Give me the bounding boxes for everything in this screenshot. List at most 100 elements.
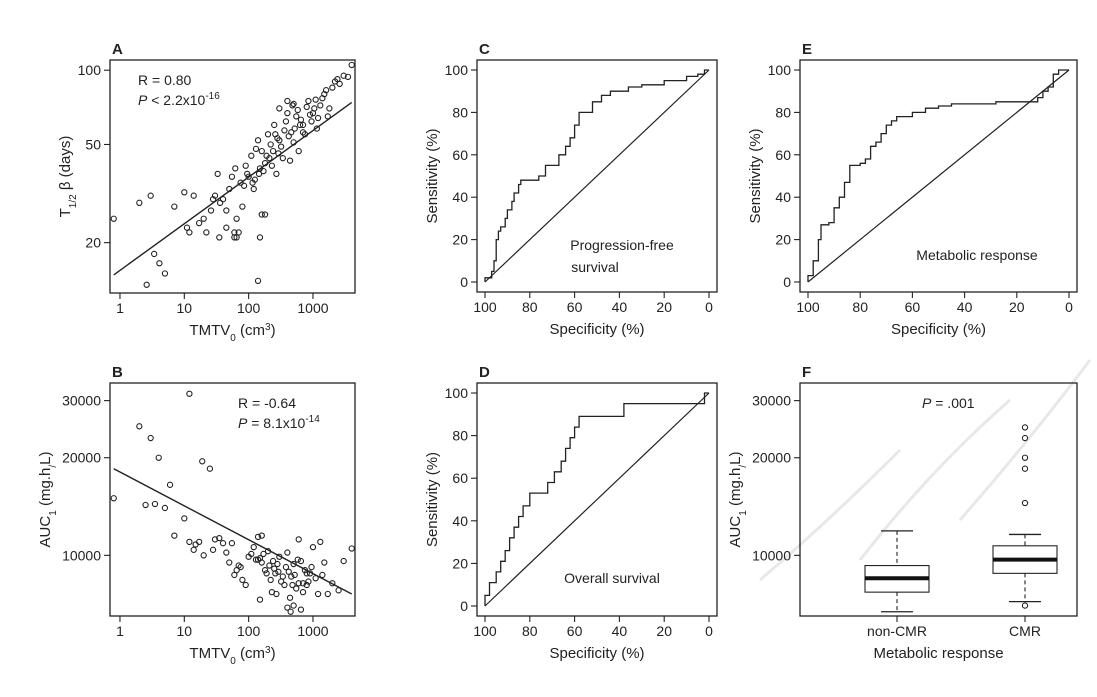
annotation-text: P < 2.2x10-16 — [138, 91, 220, 108]
y-tick-label: 20 — [452, 555, 468, 571]
data-point — [279, 155, 286, 162]
data-point — [206, 465, 214, 472]
y-tick-label: 0 — [783, 274, 791, 290]
annotation-text: P = .001 — [922, 395, 975, 411]
y-tick-label: 80 — [775, 104, 791, 120]
y-tick-label: 20000 — [62, 450, 101, 466]
data-point — [252, 556, 260, 563]
panel-letter: A — [112, 41, 123, 58]
data-point — [211, 192, 219, 199]
y-axis-label: Sensitivity (%) — [424, 128, 441, 223]
panel-letter: E — [802, 41, 812, 58]
y-tick-label: 40 — [775, 189, 791, 205]
data-point — [299, 121, 307, 129]
data-point — [242, 581, 249, 589]
data-point — [284, 549, 291, 556]
data-point — [200, 552, 207, 559]
data-point — [277, 143, 285, 150]
y-tick-label: 100 — [445, 62, 469, 78]
data-point — [195, 538, 203, 546]
data-point — [258, 211, 265, 218]
data-point — [258, 532, 265, 539]
data-point — [266, 562, 273, 569]
data-point — [254, 533, 262, 541]
data-point — [228, 540, 236, 547]
data-point — [223, 549, 230, 556]
x-tick-label: 1000 — [297, 623, 328, 639]
data-point — [313, 125, 321, 132]
x-tick-label: CMR — [1009, 623, 1041, 639]
x-axis-label: TMTV0 (cm3) — [189, 322, 275, 344]
x-tick-label: 100 — [796, 299, 820, 315]
data-point — [295, 536, 302, 543]
data-point — [293, 585, 300, 592]
y-tick-label: 100 — [445, 385, 469, 401]
data-point — [136, 199, 143, 206]
outlier-point — [1021, 602, 1029, 609]
data-point — [312, 96, 319, 103]
data-point — [268, 162, 276, 169]
y-tick-label: 30000 — [62, 393, 101, 409]
data-point — [288, 129, 295, 136]
plot-frame — [476, 382, 718, 617]
outlier-point — [1021, 424, 1029, 431]
y-tick-label: 10000 — [752, 547, 791, 563]
x-tick-label: 0 — [1065, 299, 1073, 315]
data-point — [260, 167, 267, 175]
data-point — [228, 173, 236, 180]
data-point — [275, 568, 282, 575]
y-tick-label: 60 — [452, 147, 468, 163]
panel-letter: B — [112, 364, 123, 381]
panel-letter: D — [479, 364, 490, 381]
data-point — [181, 515, 188, 522]
data-point — [272, 570, 279, 577]
data-point — [110, 215, 117, 222]
data-point — [203, 229, 210, 236]
data-point — [151, 500, 159, 508]
data-point — [223, 224, 230, 231]
x-tick-label: 20 — [656, 299, 672, 315]
x-tick-label: 1 — [116, 300, 124, 316]
data-point — [314, 590, 322, 598]
x-tick-label: 10 — [177, 300, 193, 316]
x-tick-label: 100 — [473, 299, 497, 315]
panel-c: C 100 80 60 40 20 0 0 20 40 60 80 100 Specificity (%)… — [424, 41, 718, 338]
data-point — [171, 203, 178, 210]
data-point — [293, 113, 300, 120]
annotation-text: R = -0.64 — [238, 395, 296, 411]
panel-b: B 1 10 100 1000 10000 20000 30000 TMTV0 (cm3) AUC… — [37, 364, 356, 667]
data-point — [282, 118, 290, 125]
data-point — [284, 97, 291, 105]
data-point — [251, 176, 259, 183]
y-tick-label: 80 — [452, 104, 468, 120]
data-point — [142, 501, 149, 509]
data-point — [309, 543, 317, 551]
data-point — [305, 578, 312, 585]
data-point — [284, 604, 291, 611]
y-tick-label: 0 — [460, 598, 468, 614]
x-tick-label: 60 — [567, 623, 583, 639]
y-axis-label: Sensitivity (%) — [424, 452, 441, 547]
data-point — [274, 560, 281, 568]
y-tick-label: 40 — [452, 513, 468, 529]
data-point — [263, 570, 270, 577]
data-point — [303, 581, 310, 589]
x-tick-label: 20 — [656, 623, 672, 639]
y-tick-label: 60 — [775, 147, 791, 163]
data-point — [233, 234, 240, 241]
roc-curve — [484, 69, 709, 282]
x-tick-label: 80 — [852, 299, 868, 315]
plot-frame — [109, 382, 356, 617]
data-point — [214, 170, 221, 178]
data-point — [261, 567, 269, 574]
data-point — [256, 234, 264, 241]
data-point — [136, 423, 143, 430]
data-point — [156, 260, 163, 267]
chance-diagonal — [807, 69, 1070, 283]
data-point — [288, 573, 295, 580]
data-point — [239, 576, 246, 584]
data-point — [329, 84, 336, 91]
data-point — [256, 596, 264, 603]
data-point — [151, 250, 158, 258]
data-point — [340, 557, 347, 565]
